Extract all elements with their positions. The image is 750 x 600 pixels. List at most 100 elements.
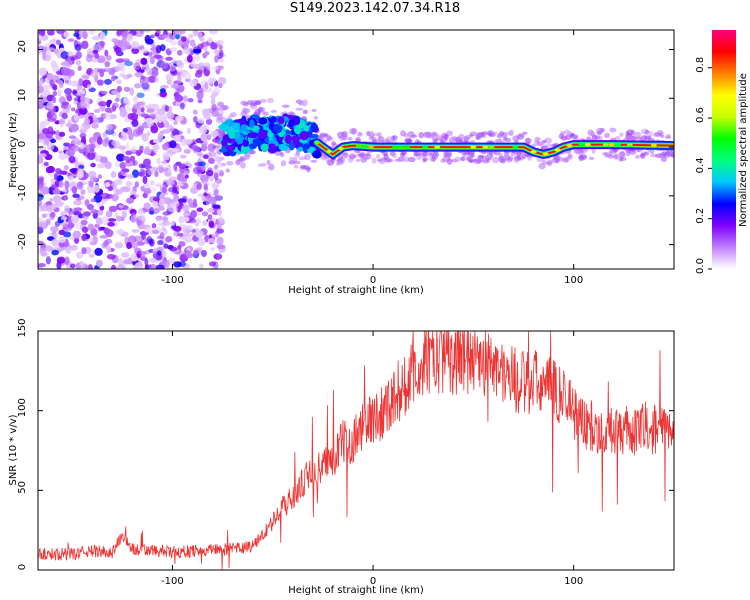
heatmap-cell (53, 48, 59, 55)
heatmap-cell (249, 119, 255, 129)
heatmap-cell (211, 130, 219, 138)
heatmap-cell (537, 142, 544, 147)
heatmap-cell (588, 156, 595, 160)
heatmap-cell (174, 94, 184, 102)
heatmap-cell (63, 165, 69, 171)
heatmap-cell (94, 223, 100, 229)
heatmap-cell (262, 111, 269, 116)
heatmap-cell (153, 207, 161, 214)
heatmap-cell (216, 253, 222, 259)
heatmap-cell (240, 100, 248, 106)
heatmap-cell (66, 148, 75, 157)
heatmap-cell (193, 166, 202, 175)
heatmap-cell (213, 164, 218, 170)
heatmap-cell (337, 146, 344, 151)
heatmap-cell (204, 112, 211, 120)
heatmap-cell (228, 129, 236, 139)
heatmap-cell (141, 48, 149, 54)
heatmap-cell (197, 31, 203, 39)
heatmap-cell (77, 65, 82, 71)
heatmap-cell (94, 52, 100, 60)
heatmap-cell (189, 144, 198, 150)
heatmap-cell (104, 49, 109, 57)
heatmap-cell (491, 131, 498, 135)
heatmap-cell (114, 241, 123, 249)
heatmap-cell (84, 198, 90, 207)
heatmap-cell (119, 162, 127, 170)
heatmap-cell (38, 177, 44, 182)
heatmap-cell (208, 196, 217, 203)
heatmap-cell (79, 142, 85, 150)
heatmap-cell (299, 131, 310, 141)
heatmap-cell (288, 119, 295, 128)
spectrogram-heatmap (38, 30, 674, 269)
heatmap-cell (58, 229, 66, 236)
heatmap-cell (177, 261, 187, 267)
heatmap-cell (146, 131, 151, 137)
heatmap-cell (38, 45, 45, 51)
heatmap-cell (602, 143, 609, 147)
heatmap-cell (53, 172, 59, 181)
heatmap-cell (38, 156, 43, 164)
heatmap-cell (50, 203, 57, 210)
heatmap-cell (131, 211, 137, 216)
heatmap-cell (183, 71, 192, 80)
heatmap-cell (488, 145, 495, 149)
heatmap-cell (164, 105, 169, 112)
heatmap-cell (313, 115, 319, 120)
heatmap-cell (596, 127, 604, 135)
heatmap-cell (239, 161, 246, 169)
heatmap-cell (158, 166, 165, 174)
heatmap-cell (78, 102, 88, 109)
heatmap-cell (197, 193, 205, 198)
heatmap-cell (125, 150, 133, 156)
heatmap-cell (165, 73, 174, 82)
heatmap-cell (325, 149, 332, 154)
heatmap-cell (47, 117, 57, 122)
heatmap-cell (79, 261, 84, 266)
heatmap-cell (38, 263, 44, 268)
heatmap-cell (126, 241, 132, 250)
heatmap-cell (273, 124, 283, 134)
heatmap-cell (39, 250, 48, 257)
heatmap-cell (198, 161, 206, 167)
heatmap-cell (247, 132, 259, 139)
heatmap-cell (67, 38, 75, 43)
heatmap-cell (211, 66, 220, 70)
heatmap-cell (100, 90, 108, 95)
heatmap-cell (107, 185, 114, 192)
heatmap-cell (170, 148, 180, 153)
heatmap-cell (608, 143, 615, 147)
heatmap-cell (478, 156, 484, 163)
heatmap-cell (159, 88, 166, 93)
heatmap-cell (82, 30, 88, 40)
heatmap-cell (121, 187, 130, 193)
snr-ticks: -100 0 100 0 50 100 150 (17, 318, 674, 587)
heatmap-cell (74, 112, 79, 122)
heatmap-cell (218, 44, 223, 50)
heatmap-cell (38, 34, 43, 42)
heatmap-cell (204, 51, 210, 56)
heatmap-cell (51, 249, 60, 256)
heatmap-cell (516, 134, 525, 140)
heatmap-cell (150, 166, 157, 174)
heatmap-cell (133, 62, 140, 71)
heatmap-cell (130, 145, 137, 153)
heatmap-cell (104, 112, 112, 121)
heatmap-cell (46, 111, 52, 120)
heatmap-cell (221, 139, 228, 147)
heatmap-cell (118, 264, 125, 269)
heatmap-cell (173, 119, 178, 126)
heatmap-cell (98, 101, 107, 107)
heatmap-cell (121, 30, 128, 40)
heatmap-cell (216, 228, 225, 234)
heatmap-cell (110, 75, 116, 82)
heatmap-cell (104, 161, 112, 170)
heatmap-cell (152, 66, 159, 74)
colorbar-tick-label: 0.2 (695, 208, 706, 224)
snr-series-line (38, 331, 674, 570)
heatmap-cell (131, 47, 140, 55)
heatmap-cell (163, 142, 169, 150)
heatmap-cell (150, 56, 155, 65)
heatmap-cell (163, 197, 172, 205)
